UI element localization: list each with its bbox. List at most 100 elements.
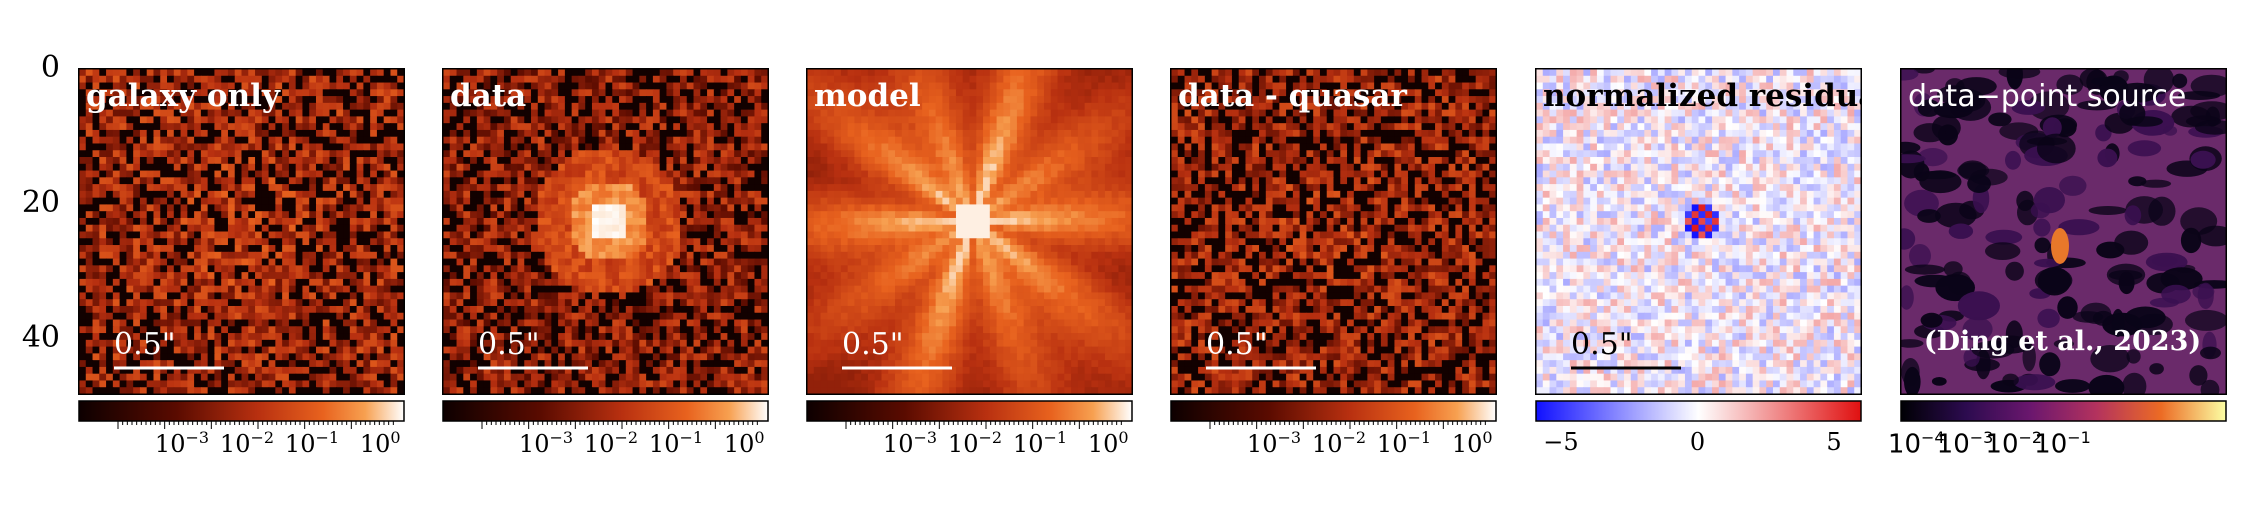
pixel [295, 339, 304, 348]
pixel [673, 224, 681, 233]
pixel [309, 278, 317, 287]
pixel [194, 380, 202, 388]
pixel [376, 96, 385, 104]
pixel [336, 163, 344, 172]
pixel [605, 245, 613, 253]
pixel [268, 326, 276, 334]
pixel [126, 184, 134, 192]
pixel [376, 170, 385, 178]
pixel [591, 238, 600, 246]
pixel [200, 211, 209, 219]
pixel [315, 346, 324, 354]
pixel [652, 217, 661, 226]
pixel [510, 102, 519, 111]
pixel [234, 373, 243, 382]
pixel [1111, 69, 1120, 77]
pixel [490, 333, 498, 341]
pixel [309, 258, 317, 266]
pixel [1071, 69, 1079, 77]
pixel [598, 366, 607, 375]
pixel [167, 333, 175, 341]
pixel [79, 258, 87, 266]
pixel [612, 292, 620, 300]
pixel [632, 292, 640, 300]
pixel [571, 258, 580, 266]
pixel [343, 204, 351, 212]
pixel [106, 224, 114, 233]
pixel [214, 326, 222, 334]
pixel [686, 197, 695, 206]
pixel [834, 89, 842, 97]
pixel [673, 285, 681, 294]
pixel [470, 353, 478, 361]
pixel [1084, 69, 1092, 77]
colorbar-tick-label: 10−2 [583, 428, 639, 458]
pixel [693, 116, 701, 124]
pixel [470, 292, 478, 300]
pixel [578, 177, 586, 185]
pixel [551, 109, 559, 117]
pixel [449, 339, 458, 348]
pixel [476, 150, 485, 158]
pixel [329, 366, 337, 375]
pixel [255, 231, 263, 239]
pixel [79, 163, 87, 172]
pixel [639, 211, 647, 219]
pixel [727, 211, 735, 219]
pixel [207, 177, 216, 185]
pixel [227, 123, 236, 131]
pixel [666, 211, 674, 219]
pixel [139, 387, 148, 395]
pixel [255, 380, 263, 388]
pixel [476, 245, 485, 253]
pixel [227, 217, 236, 226]
pixel [363, 102, 371, 111]
pixel [551, 339, 559, 348]
pixel [754, 89, 762, 97]
pixel [673, 387, 681, 395]
pixel [126, 333, 134, 341]
pixel [207, 360, 216, 368]
pixel [612, 109, 620, 117]
pixel [275, 150, 283, 158]
pixel [92, 312, 100, 321]
pixel [727, 231, 735, 239]
pixel [476, 360, 485, 368]
pixel [343, 217, 351, 226]
pixel [673, 278, 681, 287]
pixel [180, 102, 188, 111]
pixel [356, 299, 364, 307]
pixel [207, 319, 216, 327]
pixel [537, 326, 546, 334]
pixel [578, 258, 586, 266]
pixel [268, 366, 276, 375]
pixel [92, 129, 100, 138]
pixel [659, 272, 668, 280]
pixel [591, 387, 600, 395]
pixel [356, 326, 364, 334]
pixel [126, 366, 134, 375]
pixel [754, 251, 762, 260]
pixel [901, 96, 910, 104]
pixel [383, 346, 392, 354]
pixel [625, 299, 634, 307]
pixel [734, 245, 742, 253]
pixel [713, 278, 722, 287]
pixel [160, 204, 168, 212]
pixel [99, 366, 107, 375]
pixel [112, 346, 121, 354]
pixel [700, 170, 708, 178]
pixel [255, 238, 263, 246]
pixel [612, 96, 620, 104]
pixel [146, 278, 155, 287]
pixel [309, 150, 317, 158]
pixel [646, 143, 654, 151]
pixel [497, 299, 505, 307]
pixel [180, 190, 188, 199]
pixel [456, 326, 464, 334]
pixel [734, 258, 742, 266]
pixel [707, 366, 715, 375]
pixel [456, 238, 464, 246]
pixel [241, 251, 249, 260]
pixel [167, 96, 175, 104]
